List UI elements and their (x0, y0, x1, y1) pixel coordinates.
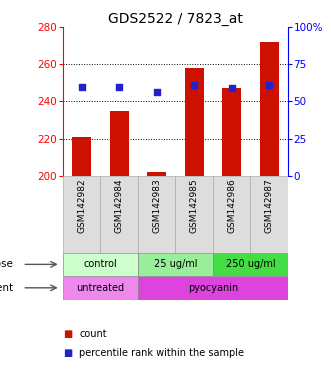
Text: GSM142987: GSM142987 (265, 178, 274, 233)
Bar (110, 111, 128, 176)
Bar (138, 276, 288, 300)
Bar (138, 176, 175, 253)
Point (192, 81, 197, 88)
Point (117, 83, 122, 89)
Bar (138, 253, 213, 276)
Point (266, 81, 272, 88)
Text: pyocyanin: pyocyanin (188, 283, 238, 293)
Point (229, 85, 234, 91)
Text: GSM142982: GSM142982 (77, 178, 86, 233)
Text: agent: agent (0, 283, 13, 293)
Bar (213, 176, 251, 253)
Point (154, 89, 159, 95)
Point (79, 83, 84, 89)
Text: dose: dose (0, 259, 13, 269)
Text: GSM142985: GSM142985 (190, 178, 199, 233)
Text: count: count (79, 329, 107, 339)
Bar (260, 42, 279, 176)
Text: ■: ■ (63, 348, 72, 358)
Bar (213, 253, 288, 276)
Bar (185, 68, 204, 176)
Bar (63, 276, 138, 300)
Text: GSM142984: GSM142984 (115, 178, 124, 233)
Bar (222, 88, 241, 176)
Bar (147, 172, 166, 176)
Text: 250 ug/ml: 250 ug/ml (226, 259, 275, 269)
Bar (63, 253, 138, 276)
Bar (175, 176, 213, 253)
Title: GDS2522 / 7823_at: GDS2522 / 7823_at (108, 12, 243, 26)
Text: untreated: untreated (76, 283, 124, 293)
Text: GSM142986: GSM142986 (227, 178, 236, 233)
Bar (100, 176, 138, 253)
Text: control: control (83, 259, 117, 269)
Bar (63, 176, 100, 253)
Text: 25 ug/ml: 25 ug/ml (154, 259, 197, 269)
Bar (251, 176, 288, 253)
Bar (72, 137, 91, 176)
Text: ■: ■ (63, 329, 72, 339)
Text: GSM142983: GSM142983 (152, 178, 161, 233)
Text: percentile rank within the sample: percentile rank within the sample (79, 348, 244, 358)
